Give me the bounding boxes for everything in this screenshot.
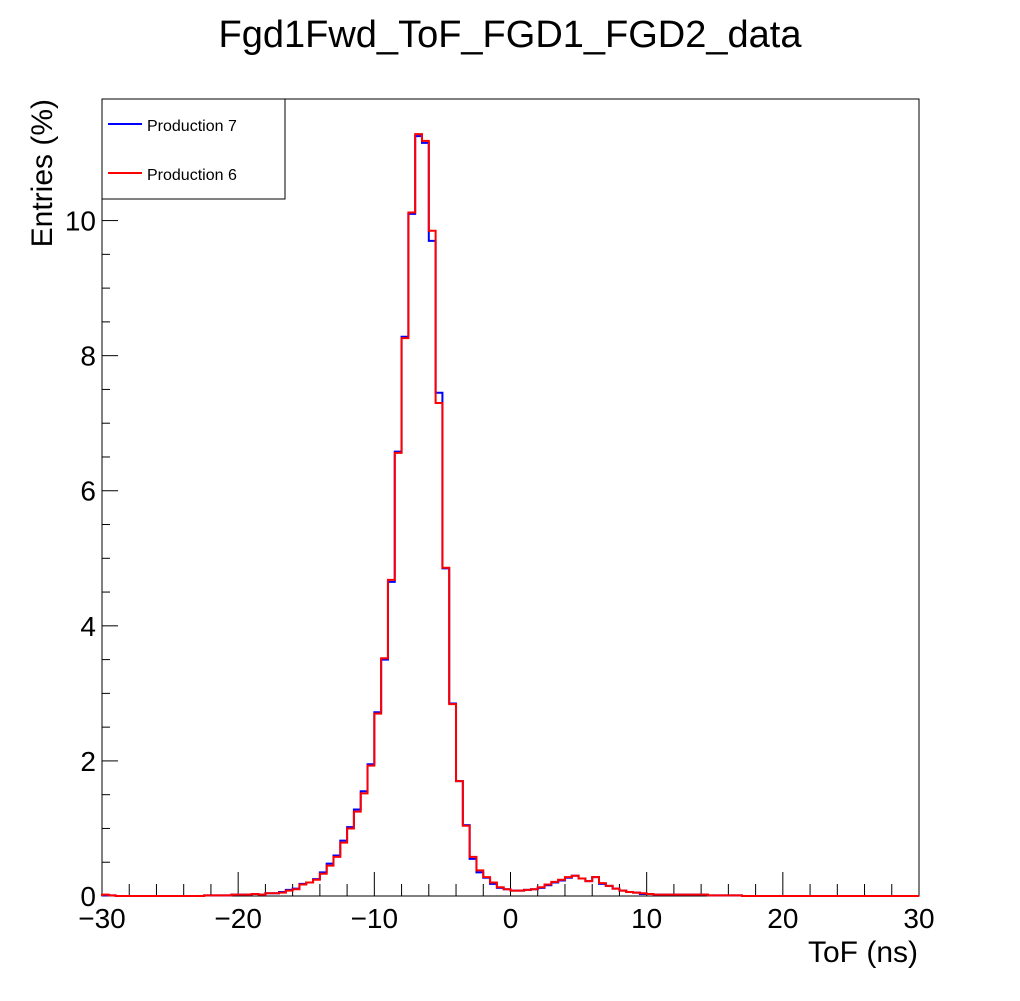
y-tick-label: 0 [80,881,96,912]
x-tick-label: −10 [351,903,399,934]
series-line-production-6 [101,133,919,897]
y-tick-label: 8 [80,341,96,372]
y-tick-label: 6 [80,476,96,507]
y-tick-label: 4 [80,611,96,642]
y-tick-label: 10 [65,206,96,237]
legend-label-production-7: Production 7 [147,118,237,135]
x-tick-label: 10 [631,903,662,934]
x-axis-title: ToF (ns) [808,936,918,969]
legend: Production 7 Production 6 [101,98,286,200]
x-axis-ticks: −30 −20 −10 0 10 20 30 [78,872,935,934]
series-line-production-7 [101,135,919,897]
y-axis-ticks: 0 2 4 6 8 10 [65,118,118,912]
legend-label-production-6: Production 6 [147,167,237,184]
y-tick-label: 2 [80,746,96,777]
x-tick-label: 20 [767,903,798,934]
x-tick-label: 30 [903,903,934,934]
plot-frame [101,98,920,897]
chart-title: Fgd1Fwd_ToF_FGD1_FGD2_data [219,14,803,56]
x-tick-label: −20 [214,903,262,934]
x-tick-label: −30 [78,903,126,934]
legend-box [101,98,286,200]
series-layer [101,133,919,897]
x-tick-label: 0 [503,903,519,934]
y-axis-title: Entries (%) [26,99,59,247]
